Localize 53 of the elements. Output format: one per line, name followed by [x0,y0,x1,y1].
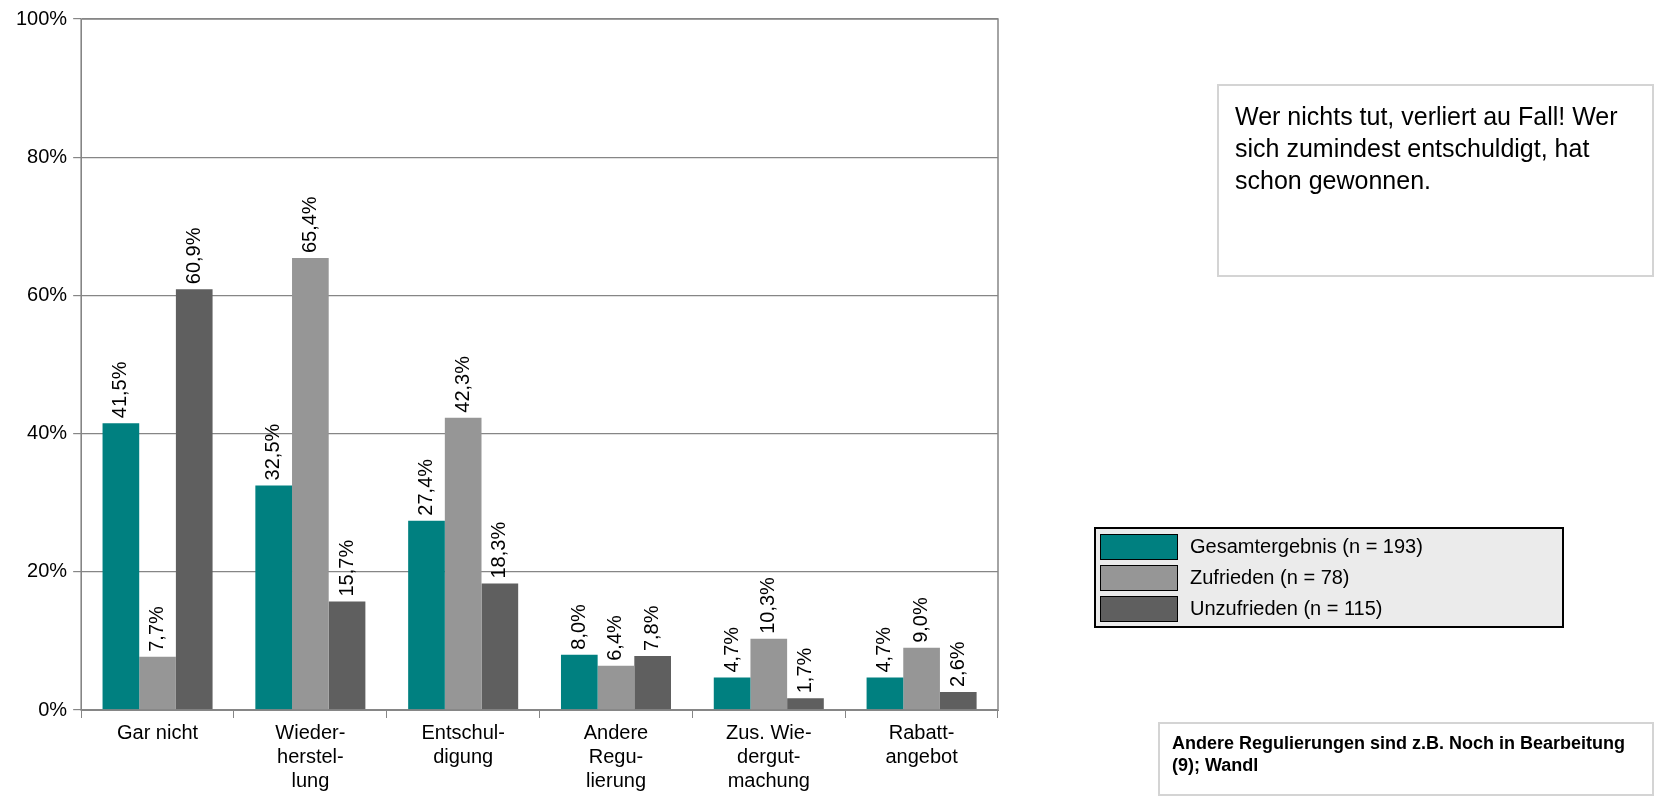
data-label: 65,4% [297,196,320,254]
bar [560,654,598,710]
data-label: 32,5% [261,423,284,481]
x-tick-label: Gar nicht [116,720,199,743]
y-tick-label: 40% [27,421,68,444]
data-label: 1,7% [792,647,815,694]
x-tick-label: Andere Regu- lierung [583,720,649,791]
x-tick-label: Entschul- digung [421,720,505,767]
bar [292,258,329,710]
y-tick-label: 80% [27,144,68,167]
data-label: 2,6% [945,641,968,688]
bar [713,677,751,710]
data-label: 18,3% [487,521,510,579]
data-label: 4,7% [872,626,895,673]
y-tick-label: 60% [27,282,68,305]
legend-label: Unzufrieden (n = 115) [1190,597,1383,620]
bar [175,289,213,710]
y-tick-label: 100% [16,6,68,29]
data-label: 27,4% [414,458,437,516]
bar [139,656,176,710]
x-tick-label: Rabatt- angebot [885,720,959,767]
bar [328,601,366,710]
data-label: 7,7% [145,605,168,652]
bar [787,698,824,710]
y-tick-label: 20% [27,559,68,582]
bar [408,520,445,710]
bar [866,677,904,710]
bar [255,485,293,710]
y-tick-label: 0% [38,697,68,720]
data-label: 8,0% [566,603,589,650]
text: Andere Regulierungen sind z.B. Noch in Bearbeitung (9); Wandl [1158,722,1654,796]
x-tick-label: Zus. Wie- dergut- machung [726,720,812,791]
legend-label: Zufrieden (n = 78) [1190,566,1350,589]
data-label: 10,3% [756,576,779,634]
data-label: 9,0% [909,597,932,643]
bar [102,423,140,710]
text: Wer nichts tut, verliert au Fall! Wer sich zumindest entschuldigt, hat schon gewonnen. [1217,84,1654,277]
data-label: 42,3% [450,355,473,413]
bar [634,656,671,710]
data-label: 15,7% [334,539,357,597]
bar [903,647,940,710]
bar [750,638,788,710]
bar [444,417,482,710]
bar [939,692,977,710]
bar [597,665,635,710]
legend-label: Gesamtergebnis (n = 193) [1190,535,1423,558]
data-label: 7,8% [640,605,663,652]
data-label: 6,4% [603,614,626,661]
data-label: 41,5% [108,361,131,419]
data-label: 4,7% [719,626,742,673]
data-label: 60,9% [181,227,204,285]
x-tick-label: Wieder- herstel- lung [275,720,346,791]
bar [481,583,519,710]
